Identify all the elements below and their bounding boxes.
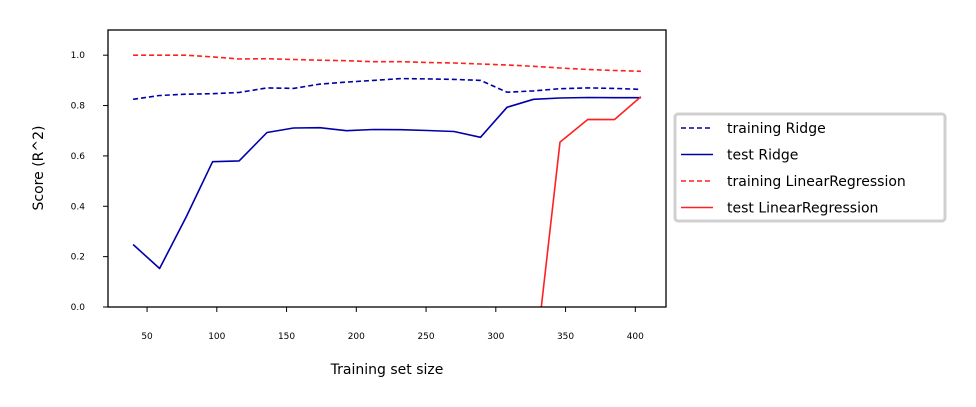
y-axis: 0.0 0.2 0.4 0.6 0.8 1.0 (71, 51, 108, 313)
y-tick-label: 0.8 (71, 102, 86, 112)
y-tick-label: 1.0 (71, 51, 86, 61)
x-tick-label: 100 (208, 332, 225, 342)
legend-label: training LinearRegression (727, 174, 906, 190)
x-axis-label: Training set size (330, 362, 444, 378)
y-tick-label: 0.0 (71, 303, 86, 313)
legend-box (673, 112, 947, 223)
y-tick-label: 0.6 (71, 152, 86, 162)
x-tick-label: 150 (278, 332, 295, 342)
plot-frame (107, 29, 667, 308)
x-tick-label: 400 (627, 332, 644, 342)
series-line-training-ridge (132, 77, 641, 101)
legend: training Ridge test Ridge training LinearR… (673, 112, 947, 223)
series-line-test-ridge (132, 96, 641, 270)
y-tick-label: 0.2 (71, 253, 85, 263)
x-tick-label: 50 (141, 332, 153, 342)
series-layer (132, 54, 642, 307)
x-tick-label: 200 (348, 332, 365, 342)
x-tick-label: 350 (557, 332, 574, 342)
legend-label: training Ridge (727, 121, 826, 137)
series-line-test-linearregression (540, 96, 642, 307)
x-axis: 50 100 150 200 250 300 350 400 (141, 307, 644, 342)
x-tick-label: 250 (417, 332, 434, 342)
y-tick-label: 0.4 (71, 202, 86, 212)
legend-label: test LinearRegression (727, 201, 878, 217)
x-tick-label: 300 (487, 332, 504, 342)
series-line-training-linearregression (133, 54, 641, 73)
y-axis-label: Score (R^2) (31, 126, 47, 211)
legend-label: test Ridge (727, 148, 798, 164)
